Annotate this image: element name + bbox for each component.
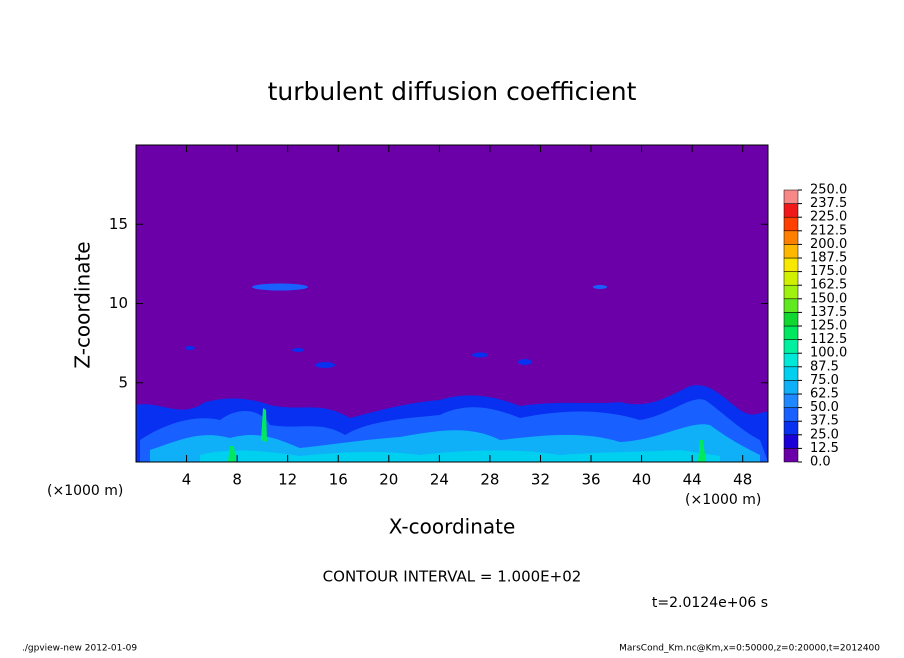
colorbar-label: 75.0: [810, 373, 839, 388]
colorbar-bin: [783, 284, 799, 300]
footer-left: ./gpview-new 2012-01-09: [22, 644, 137, 654]
colorbar-bin: [783, 203, 799, 218]
x-tick-label: 36: [581, 471, 600, 489]
colorbar-bin: [783, 366, 799, 381]
colorbar-bin: [783, 230, 799, 245]
colorbar-label: 162.5: [810, 278, 847, 293]
colorbar-bin: [783, 393, 799, 408]
time-label: t=2.0124e+06 s: [652, 595, 768, 611]
colorbar-label: 200.0: [810, 237, 847, 252]
colorbar-bin: [783, 325, 799, 340]
chart-title: turbulent diffusion coefficient: [268, 77, 637, 106]
x-tick-label: 48: [733, 471, 752, 489]
x-tick-label: 40: [632, 471, 651, 489]
y-tick-label: 15: [109, 215, 128, 233]
colorbar-label: 250.0: [810, 183, 847, 198]
contour-note: CONTOUR INTERVAL = 1.000E+02: [323, 568, 582, 586]
colorbar-bin: [783, 244, 799, 259]
field: [136, 145, 768, 462]
colorbar-bin: [783, 448, 799, 463]
colorbar-label: 62.5: [810, 387, 839, 402]
colorbar-label: 125.0: [810, 319, 847, 334]
colorbar-bin: [783, 312, 799, 327]
colorbar-label: 12.5: [810, 441, 839, 456]
x-tick-label: 20: [379, 471, 398, 489]
colorbar-label: 212.5: [810, 223, 847, 238]
x-tick-label: 4: [182, 471, 192, 489]
colorbar-bin: [783, 420, 799, 436]
colorbar-bin: [783, 271, 799, 286]
footer-right: MarsCond_Km.nc@Km,x=0:50000,z=0:20000,t=…: [619, 644, 880, 654]
colorbar-bin: [783, 339, 799, 354]
colorbar-bin: [783, 434, 799, 449]
y-tick-label: 5: [118, 373, 128, 391]
y-tick-label: 10: [109, 294, 128, 312]
x-tick-label: 8: [232, 471, 242, 489]
colorbar-label: 112.5: [810, 332, 847, 347]
colorbar-bin: [783, 407, 799, 422]
colorbar-label: 100.0: [810, 346, 847, 361]
colorbar-label: 87.5: [810, 359, 839, 374]
colorbar-bin: [783, 352, 799, 368]
colorbar-label: 0.0: [810, 455, 831, 470]
colorbar-bin: [783, 257, 799, 272]
colorbar-bin: [783, 189, 799, 204]
colorbar-label: 237.5: [810, 196, 847, 211]
colorbar-bin: [783, 380, 799, 395]
colorbar-label: 225.0: [810, 210, 847, 225]
colorbar-label: 175.0: [810, 264, 847, 279]
colorbar-label: 137.5: [810, 305, 847, 320]
x-unit-right: (×1000 m): [685, 492, 761, 508]
x-tick-label: 12: [278, 471, 297, 489]
colorbar-bin: [783, 216, 799, 232]
x-tick-label: 44: [683, 471, 702, 489]
x-tick-label: 32: [531, 471, 550, 489]
colorbar-bin: [783, 298, 799, 313]
colorbar-label: 37.5: [810, 414, 839, 429]
colorbar-label: 50.0: [810, 400, 839, 415]
x-tick-label: 16: [329, 471, 348, 489]
x-tick-label: 24: [430, 471, 449, 489]
x-tick-label: 28: [480, 471, 499, 489]
colorbar-label: 150.0: [810, 291, 847, 306]
colorbar-label: 25.0: [810, 427, 839, 442]
x-axis-label: X-coordinate: [389, 515, 516, 539]
y-axis-label: Z-coordinate: [71, 241, 95, 368]
colorbar-label: 187.5: [810, 251, 847, 266]
x-unit-left: (×1000 m): [47, 483, 123, 499]
